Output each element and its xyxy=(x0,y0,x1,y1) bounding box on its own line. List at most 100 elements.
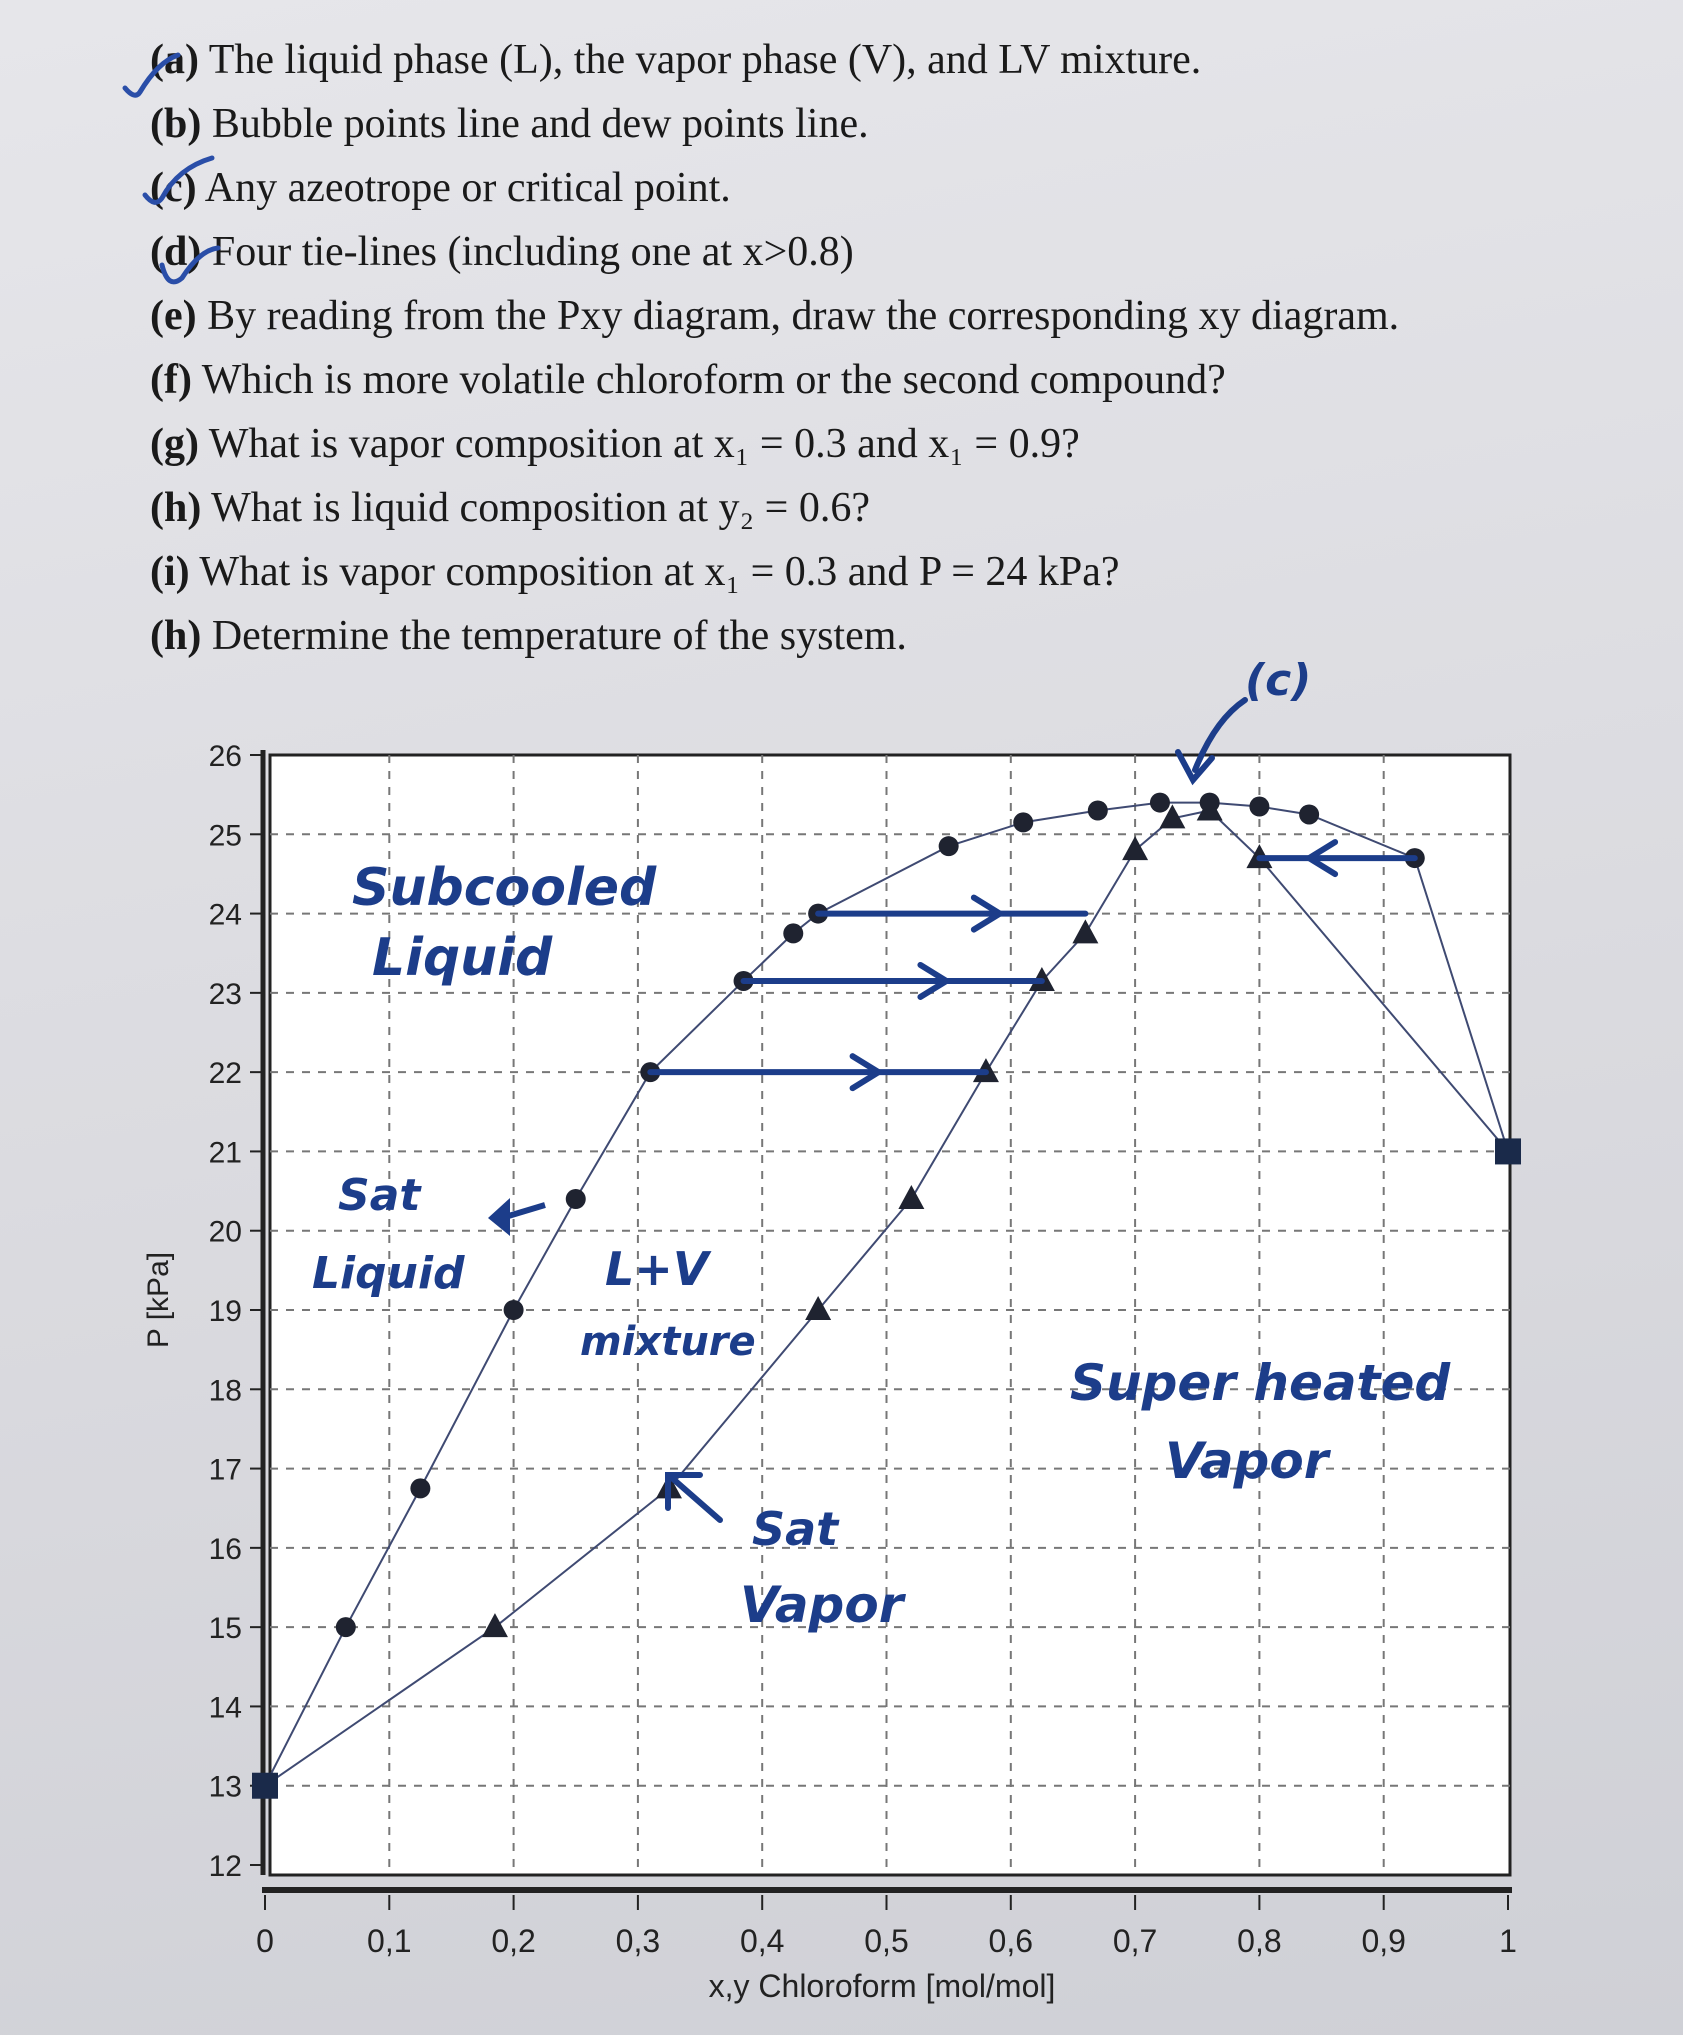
question-text: By reading from the Pxy diagram, draw th… xyxy=(196,293,1400,339)
question-text: Four tie-lines (including one at x>0.8) xyxy=(201,229,854,275)
question-label: (f) xyxy=(150,357,192,403)
x-tick-label: 0,6 xyxy=(989,1923,1033,1959)
annotation-liquid: Liquid xyxy=(372,928,553,988)
y-tick-label: 25 xyxy=(209,819,242,852)
dew-point-marker xyxy=(1072,919,1099,944)
x-tick-label: 0,8 xyxy=(1237,1923,1281,1959)
annotation-c: (c) xyxy=(1245,655,1311,706)
bubble-point-marker xyxy=(1299,804,1320,825)
y-tick-label: 15 xyxy=(209,1612,242,1645)
x-tick-label: 0 xyxy=(256,1923,274,1959)
y-tick-label: 23 xyxy=(209,978,242,1011)
question-text: Which is more volatile chloroform or the… xyxy=(191,357,1226,403)
y-tick-label: 24 xyxy=(209,899,242,932)
handwritten-annotations: Subcooled Liquid Sat Liquid L+V mixture Sat Vap… xyxy=(312,655,1451,1634)
tie-lines xyxy=(647,839,1418,1092)
dew-point-marker xyxy=(1196,796,1223,821)
bubble-point-marker xyxy=(503,1300,524,1320)
question-text: Any azeotrope or critical point. xyxy=(196,165,731,211)
x-tick-label: 0,3 xyxy=(616,1923,660,1959)
y-tick-label: 14 xyxy=(209,1691,242,1724)
question-text: Determine the temperature of the system. xyxy=(201,613,907,659)
annotation-vapor: Vapor xyxy=(740,1576,907,1634)
question-item: (g) What is vapor composition at x₁ = 0.… xyxy=(150,412,1650,476)
annotation-sat: Sat xyxy=(338,1170,422,1221)
question-text: Bubble points line and dew points line. xyxy=(201,101,869,147)
x-tick-label: 0,9 xyxy=(1361,1923,1405,1959)
x-tick-label: 0,2 xyxy=(491,1923,535,1959)
annotation-mixture: mixture xyxy=(580,1319,756,1365)
question-label: (h) xyxy=(150,485,202,531)
bubble-point-marker xyxy=(1149,792,1170,813)
bubble-point-marker xyxy=(410,1478,431,1499)
sat-vapor-pointer-head xyxy=(665,1472,703,1511)
question-item: (e) By reading from the Pxy diagram, dra… xyxy=(150,284,1650,348)
y-axis-label: P [kPa] xyxy=(142,1252,175,1348)
y-tick-label: 21 xyxy=(209,1136,242,1169)
bubble-point-marker xyxy=(1013,812,1034,833)
question-label: (h) xyxy=(150,613,202,659)
bubble-point-marker xyxy=(565,1189,586,1209)
annotation-superheated: Super heated xyxy=(1070,1354,1451,1412)
check-mark-d xyxy=(159,245,221,285)
question-label: (g) xyxy=(150,421,199,467)
bubble-point-marker xyxy=(783,923,804,944)
question-item: (f) Which is more volatile chloroform or… xyxy=(150,348,1650,412)
annotation-vapor: Vapor xyxy=(1165,1432,1332,1490)
grid xyxy=(270,755,1510,1875)
y-tick-label: 20 xyxy=(209,1216,242,1249)
question-item: (a) The liquid phase (L), the vapor phas… xyxy=(150,28,1650,92)
question-item: (c) Any azeotrope or critical point. xyxy=(150,156,1650,220)
annotation-subcooled: Subcooled xyxy=(352,858,657,918)
dew-point-marker xyxy=(898,1185,925,1209)
axes: 0 0,1 0,2 0,3 0,4 0,5 0,6 0,7 0,8 0,9 1 12 13 14 15 16 1… xyxy=(209,740,1517,1959)
y-tick-label: 16 xyxy=(209,1533,242,1566)
question-label: (e) xyxy=(150,293,197,339)
x-tick-label: 1 xyxy=(1499,1923,1517,1959)
check-mark-c xyxy=(142,155,215,205)
dew-point-marker xyxy=(1122,836,1149,861)
dew-point-marker xyxy=(481,1613,508,1638)
azeotrope-pointer-arrow xyxy=(1192,697,1248,773)
tie-line-arrow xyxy=(1303,839,1339,878)
tie-line-arrow xyxy=(917,961,953,1000)
sat-vapor-pointer-arrow xyxy=(669,1475,723,1523)
y-tick-label: 12 xyxy=(209,1850,242,1883)
x-tick-label: 0,4 xyxy=(740,1923,784,1959)
bubble-point-marker xyxy=(1249,796,1270,817)
question-item: (h) What is liquid composition at y₂ = 0… xyxy=(150,476,1650,540)
dew-point-marker xyxy=(1159,804,1186,829)
azeotrope-pointer-head xyxy=(1175,749,1215,786)
x-tick-label: 0,5 xyxy=(864,1923,908,1959)
tie-line-arrow xyxy=(970,894,1006,933)
question-label: (b) xyxy=(150,101,202,147)
annotation-lv: L+V xyxy=(605,1242,712,1296)
question-text: What is vapor composition at x₁ = 0.3 an… xyxy=(198,421,1080,467)
y-tick-label: 19 xyxy=(209,1295,242,1328)
bubble-point-marker xyxy=(938,836,959,857)
question-text: What is vapor composition at x₁ = 0.3 an… xyxy=(189,549,1120,595)
x-tick-label: 0,7 xyxy=(1113,1923,1157,1959)
question-label: (i) xyxy=(150,549,190,595)
y-tick-label: 18 xyxy=(209,1374,242,1407)
y-tick-label: 17 xyxy=(209,1454,242,1487)
pure-component-marker xyxy=(1495,1138,1521,1165)
annotation-sat: Sat xyxy=(752,1502,840,1556)
dew-point-marker xyxy=(805,1296,832,1320)
question-item: (i) What is vapor composition at x₁ = 0.… xyxy=(150,540,1650,604)
question-label: (a) xyxy=(150,37,199,83)
y-tick-label: 13 xyxy=(209,1771,242,1804)
y-tick-label: 22 xyxy=(209,1057,242,1090)
sat-liquid-pointer-head xyxy=(488,1198,510,1236)
question-text: The liquid phase (L), the vapor phase (V… xyxy=(198,37,1202,83)
x-axis-label: x,y Chloroform [mol/mol] xyxy=(709,1968,1056,2004)
check-mark-a xyxy=(122,52,181,98)
plot-area xyxy=(268,753,1512,1877)
question-text: What is liquid composition at y₂ = 0.6? xyxy=(201,485,871,531)
x-tick-label: 0,1 xyxy=(367,1923,411,1959)
check-marks xyxy=(122,52,221,285)
question-item: (h) Determine the temperature of the sys… xyxy=(150,604,1650,668)
annotation-liquid: Liquid xyxy=(312,1248,465,1299)
question-list: (a) The liquid phase (L), the vapor phas… xyxy=(150,28,1650,668)
